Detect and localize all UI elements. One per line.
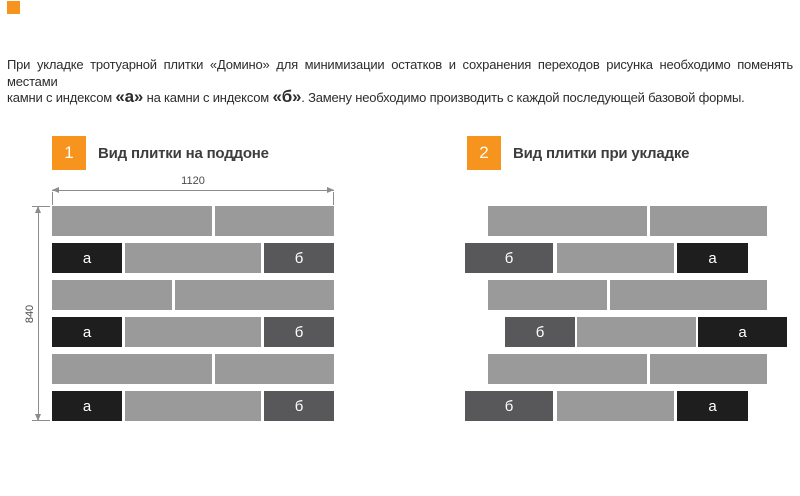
tile-label: а (82, 249, 92, 267)
section-1-title: Вид плитки на поддоне (98, 144, 269, 162)
section-2-header: 2 Вид плитки при укладке (467, 136, 689, 170)
intro-text: на камни с индексом (143, 90, 273, 105)
tile-label: а (708, 397, 717, 415)
tile-grey (488, 280, 607, 310)
intro-text: . Замену необходимо производить с каждой… (301, 90, 745, 105)
tile-grey (175, 280, 334, 310)
section-1-number-badge: 1 (52, 136, 86, 170)
tile-grey (125, 391, 261, 421)
tile-label: а (82, 323, 92, 341)
tile-index-b: б (465, 391, 553, 421)
intro-line-1: При укладке тротуарной плитки «Домино» д… (7, 57, 793, 89)
tile-index-b: б (264, 243, 334, 273)
tile-index-a: а (52, 243, 122, 273)
tile-grey (125, 243, 261, 273)
width-dimension-line: 1120 (52, 175, 334, 205)
section-2-number-badge: 2 (467, 136, 501, 170)
dimension-arrow-down-icon (35, 414, 41, 421)
width-dimension-label: 1120 (178, 175, 208, 187)
tile-label: б (294, 323, 304, 341)
tile-label: б (535, 323, 545, 341)
section-2-title: Вид плитки при укладке (513, 144, 690, 162)
tile-label: б (294, 249, 304, 267)
tile-grey (52, 206, 212, 236)
intro-line-2: камни с индексом «а» на камни с индексом… (7, 87, 793, 107)
tile-index-b: б (465, 243, 553, 273)
tile-label: а (82, 397, 92, 415)
tile-grey (577, 317, 696, 347)
tile-index-b: б (264, 391, 334, 421)
tile-index-a: а (677, 391, 748, 421)
index-b-emphasis: «б» (272, 87, 302, 106)
tile-grey (215, 354, 334, 384)
tile-label: б (504, 397, 514, 415)
tile-grey (52, 280, 172, 310)
tile-grey (488, 354, 647, 384)
tile-label: б (294, 397, 304, 415)
tile-grey (610, 280, 767, 310)
dimension-tick (32, 420, 50, 421)
tile-grey (52, 354, 212, 384)
tile-index-a: а (52, 317, 122, 347)
tile-grey (557, 243, 674, 273)
tile-index-a: а (52, 391, 122, 421)
tile-grey (488, 206, 647, 236)
tile-grey (125, 317, 261, 347)
tile-grey (650, 354, 767, 384)
dimension-arrow-up-icon (35, 206, 41, 213)
section-1-header: 1 Вид плитки на поддоне (52, 136, 269, 170)
tile-label: а (708, 249, 717, 267)
dimension-tick (333, 192, 334, 205)
tile-label: а (738, 323, 747, 341)
tile-index-b: б (264, 317, 334, 347)
height-dimension-line: 840 (24, 206, 50, 421)
dimension-arrow-left-icon (52, 187, 59, 193)
intro-paragraph: При укладке тротуарной плитки «Домино» д… (7, 57, 793, 107)
tile-index-b: б (505, 317, 575, 347)
dimension-arrow-right-icon (327, 187, 334, 193)
tile-grey (215, 206, 334, 236)
index-a-emphasis: «а» (115, 87, 144, 106)
tile-grey (557, 391, 674, 421)
tile-index-a: а (698, 317, 787, 347)
corner-accent-square (7, 1, 20, 14)
dimension-tick (52, 192, 53, 205)
tile-grey (650, 206, 767, 236)
dimension-tick (32, 206, 50, 207)
tile-index-a: а (677, 243, 748, 273)
intro-text: камни с индексом (7, 90, 116, 105)
tile-label: б (504, 249, 514, 267)
